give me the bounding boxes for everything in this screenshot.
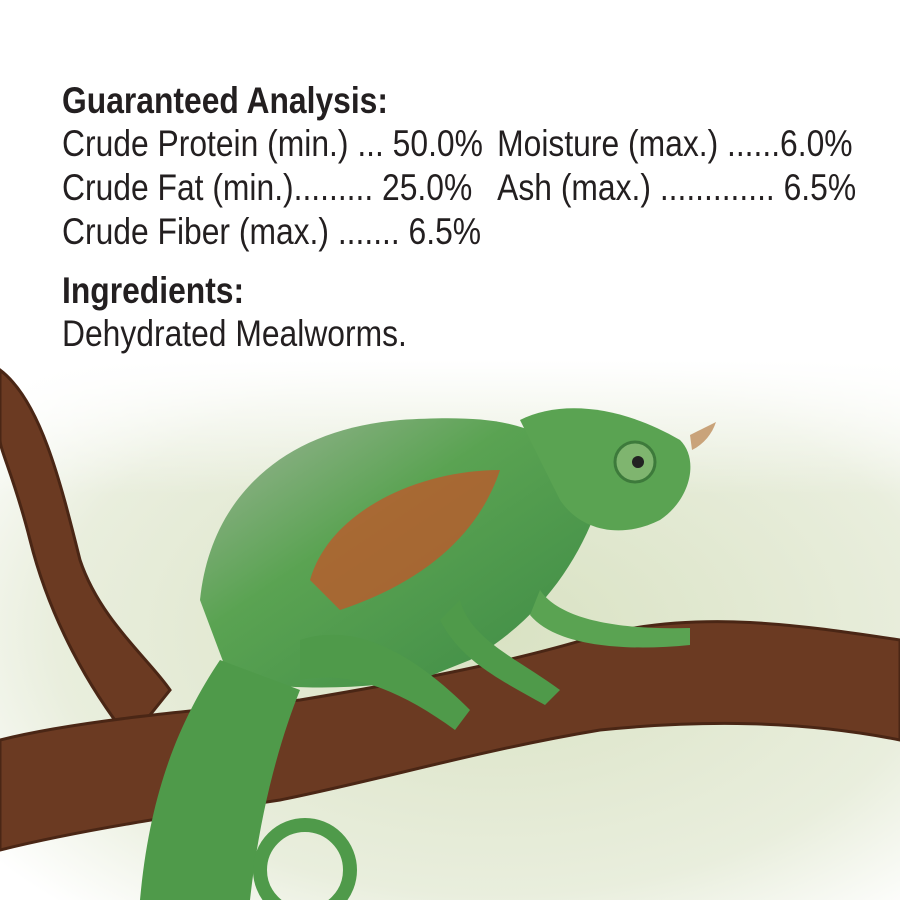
ash: Ash (max.) ............. 6.5% (497, 167, 857, 208)
crude-fiber: Crude Fiber (max.) ....... 6.5% (62, 211, 482, 252)
analysis-row: Crude Protein (min.) ... 50.0% Moisture … (62, 122, 856, 166)
analysis-row: Crude Fat (min.)......... 25.0% Ash (max… (62, 166, 856, 210)
label-text: Guaranteed Analysis: Crude Protein (min.… (62, 80, 856, 356)
guaranteed-analysis-heading: Guaranteed Analysis: (62, 80, 388, 121)
chameleon (140, 408, 716, 905)
ingredients-heading: Ingredients: (62, 270, 245, 311)
chameleon-photo (0, 360, 900, 905)
ingredients-text: Dehydrated Mealworms. (62, 313, 407, 354)
crude-fat: Crude Fat (min.)......... 25.0% (62, 167, 473, 208)
crude-protein: Crude Protein (min.) ... 50.0% (62, 123, 483, 164)
moisture: Moisture (max.) ......6.0% (497, 123, 853, 164)
analysis-row: Crude Fiber (max.) ....... 6.5% (62, 210, 856, 254)
